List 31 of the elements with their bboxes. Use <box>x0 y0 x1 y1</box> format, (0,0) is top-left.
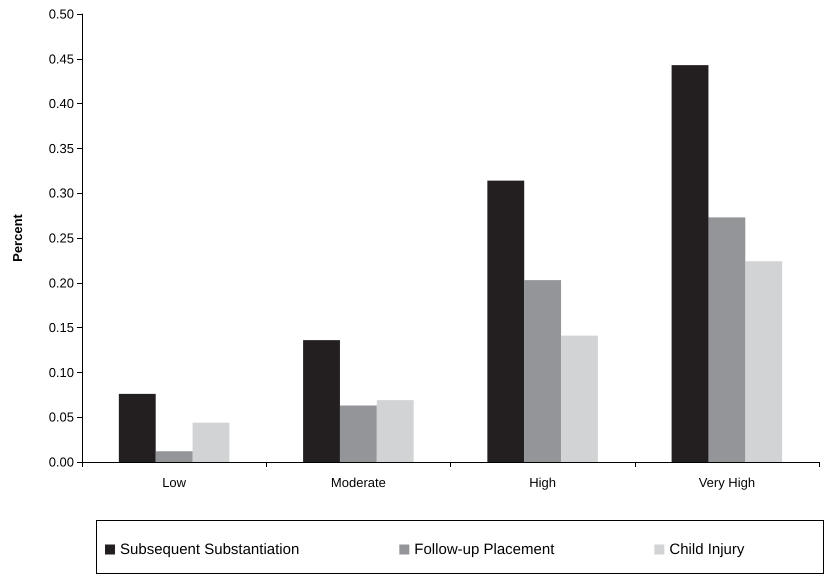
y-axis-title: Percent <box>10 213 25 262</box>
bar <box>376 400 414 462</box>
y-tick-label: 0.10 <box>48 364 74 380</box>
bar <box>192 422 230 462</box>
y-tick-label: 0.00 <box>48 454 74 470</box>
legend-label: Follow-up Placement <box>414 541 556 558</box>
y-tick-label: 0.20 <box>48 275 74 290</box>
y-tick-label: 0.30 <box>48 186 74 201</box>
bar <box>340 406 377 462</box>
bar <box>156 451 193 462</box>
bar <box>303 340 340 462</box>
y-tick-label: 0.35 <box>48 140 74 156</box>
bar <box>708 217 746 462</box>
bar <box>745 261 782 462</box>
y-tick-label: 0.40 <box>48 96 74 112</box>
bar <box>561 336 598 462</box>
x-tick-label: Moderate <box>330 475 386 490</box>
y-tick-label: 0.25 <box>48 230 74 246</box>
y-tick-label: 0.15 <box>48 320 74 336</box>
bar <box>487 180 524 462</box>
y-tick-label: 0.50 <box>48 6 74 22</box>
bar <box>118 394 156 462</box>
legend-label: Child Injury <box>669 541 745 558</box>
legend-label: Subsequent Substantiation <box>120 541 300 558</box>
bar <box>672 65 708 462</box>
x-tick-label: Low <box>162 475 187 490</box>
y-tick-label: 0.05 <box>48 410 74 425</box>
y-tick-label: 0.45 <box>48 51 74 66</box>
x-tick-label: Very High <box>698 475 756 490</box>
bar <box>524 280 562 462</box>
x-tick-label: High <box>529 475 556 490</box>
